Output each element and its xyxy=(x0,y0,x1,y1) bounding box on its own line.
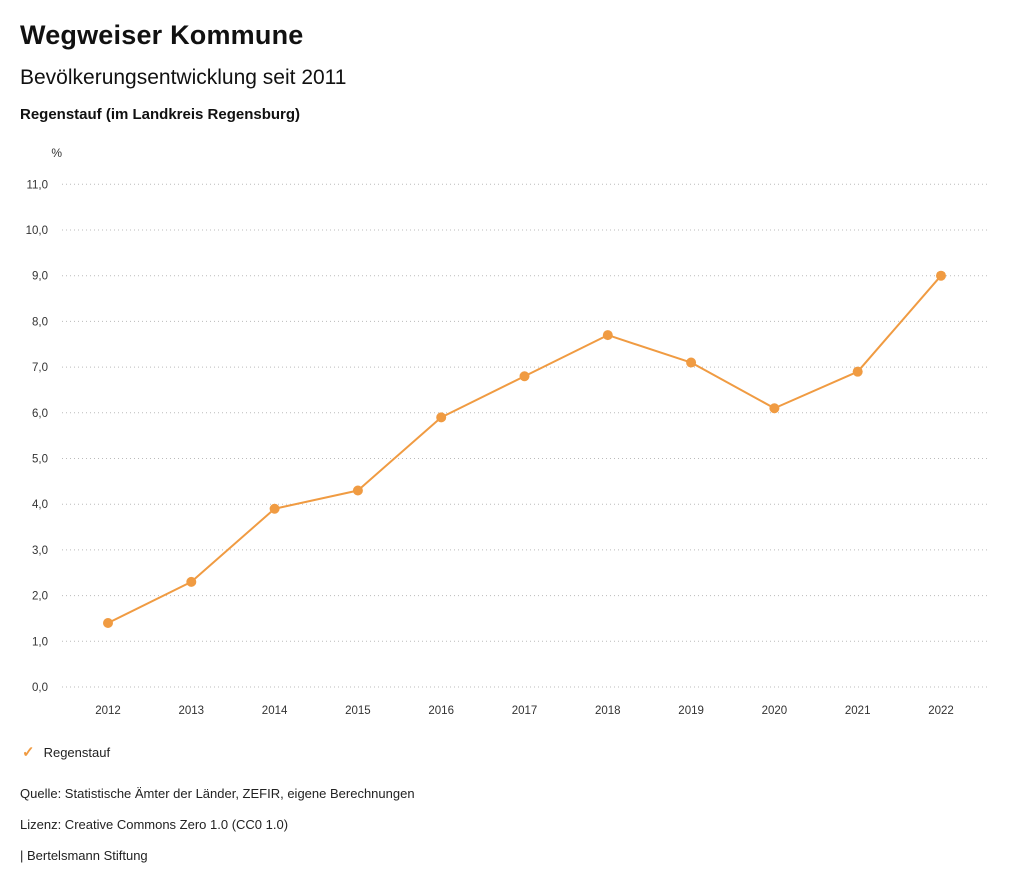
svg-text:2014: 2014 xyxy=(262,705,288,717)
svg-text:2016: 2016 xyxy=(428,705,454,717)
chart-svg: % 0,0 1,0 2,0 3,0 4,0 5,0 6,0 7,0 8,0 9,0 10,0 11,0 2… xyxy=(26,146,990,717)
population-line-chart: % 0,0 1,0 2,0 3,0 4,0 5,0 6,0 7,0 8,0 9,0 10,0 11,0 2… xyxy=(0,135,1024,730)
svg-text:%: % xyxy=(51,146,62,160)
svg-text:2021: 2021 xyxy=(845,705,871,717)
svg-text:2017: 2017 xyxy=(512,705,538,717)
svg-text:3,0: 3,0 xyxy=(32,545,48,557)
legend-item-regenstauf[interactable]: ✓ Regenstauf xyxy=(22,745,110,760)
svg-text:10,0: 10,0 xyxy=(26,225,48,237)
svg-text:8,0: 8,0 xyxy=(32,316,48,328)
attribution-text: | Bertelsmann Stiftung xyxy=(20,848,148,863)
legend-label: Regenstauf xyxy=(43,745,111,760)
page-title: Wegweiser Kommune xyxy=(20,20,304,50)
chart-region-title: Regenstauf (im Landkreis Regensburg) xyxy=(20,106,301,123)
legend-checkmark-icon: ✓ xyxy=(22,744,35,761)
svg-text:9,0: 9,0 xyxy=(32,271,48,283)
license-text: Lizenz: Creative Commons Zero 1.0 (CC0 1… xyxy=(20,817,289,832)
svg-text:4,0: 4,0 xyxy=(32,499,48,511)
svg-text:2022: 2022 xyxy=(928,705,954,717)
svg-text:2,0: 2,0 xyxy=(32,591,48,603)
svg-text:2020: 2020 xyxy=(762,705,788,717)
svg-text:6,0: 6,0 xyxy=(32,408,48,420)
svg-text:0,0: 0,0 xyxy=(32,682,48,694)
svg-text:2018: 2018 xyxy=(595,705,621,717)
svg-text:2012: 2012 xyxy=(95,705,121,717)
svg-text:7,0: 7,0 xyxy=(32,362,48,374)
svg-text:11,0: 11,0 xyxy=(26,179,48,191)
source-text: Quelle: Statistische Ämter der Länder, Z… xyxy=(20,786,415,801)
svg-text:5,0: 5,0 xyxy=(32,454,48,466)
svg-text:2019: 2019 xyxy=(678,705,704,717)
chart-subtitle: Bevölkerungsentwicklung seit 2011 xyxy=(20,66,347,89)
svg-text:2013: 2013 xyxy=(179,705,205,717)
svg-text:1,0: 1,0 xyxy=(32,636,48,648)
svg-text:2015: 2015 xyxy=(345,705,371,717)
